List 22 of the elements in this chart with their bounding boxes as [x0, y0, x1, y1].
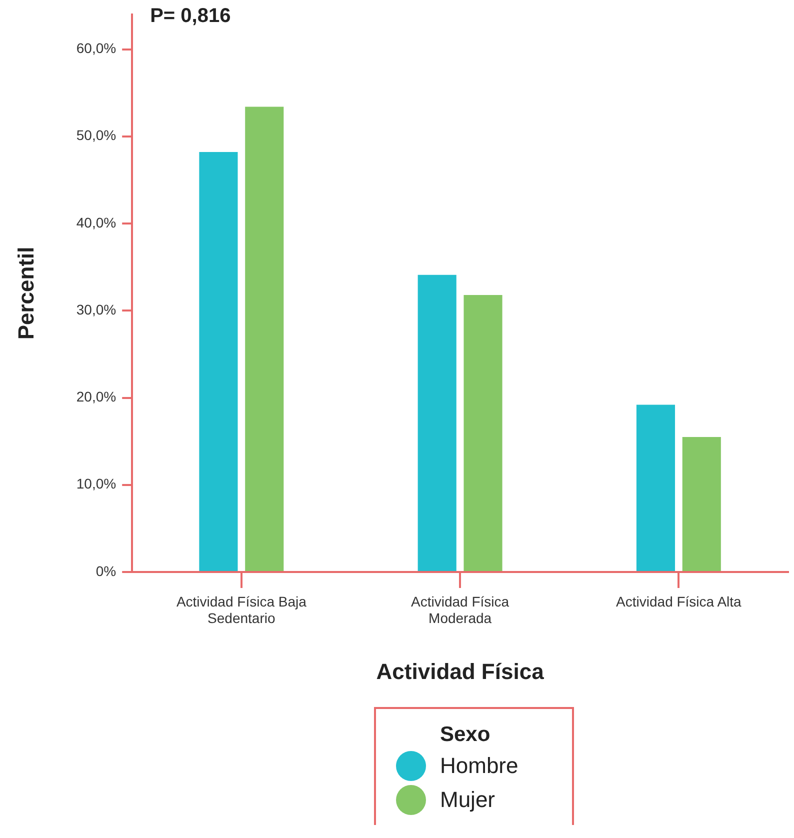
bar [636, 404, 676, 571]
x-axis-title: Actividad Física [376, 658, 545, 684]
bar [245, 106, 284, 571]
bar [682, 436, 721, 571]
y-tick-label: 40,0% [76, 214, 116, 230]
y-axis-title: Percentil [13, 246, 38, 340]
bar [464, 294, 502, 571]
y-tick-label: 60,0% [76, 40, 116, 56]
y-tick-label: 0% [96, 562, 116, 579]
legend-label: Hombre [440, 753, 518, 779]
y-tick-label: 30,0% [76, 301, 116, 318]
legend-label: Mujer [440, 787, 496, 813]
y-tick-label: 20,0% [76, 388, 116, 405]
x-tick-label: Actividad Física Alta [616, 593, 742, 610]
y-tick-label: 50,0% [76, 127, 116, 144]
x-tick-label: Actividad Física Moderada [411, 593, 510, 626]
annotation: P= 0,816 [150, 4, 231, 27]
bar [199, 152, 238, 571]
x-tick-label: Actividad Física Baja Sedentario [176, 593, 307, 626]
y-tick-label: 10,0% [76, 476, 116, 492]
legend-title: Sexo [440, 723, 492, 747]
bar [418, 274, 456, 571]
